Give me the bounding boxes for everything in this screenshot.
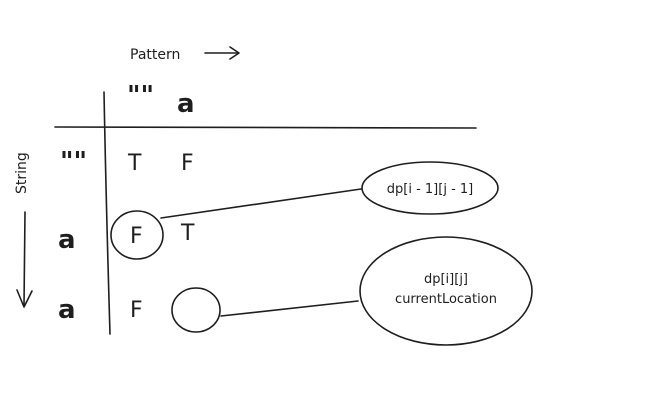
string-arrow-icon xyxy=(16,211,33,308)
column-header-empty: "" xyxy=(127,81,154,111)
current-connector-line xyxy=(220,300,359,317)
prev-connector-line xyxy=(160,188,362,219)
pattern-arrow-icon xyxy=(204,46,240,60)
current-annotation-title: dp[i][j] xyxy=(424,272,468,287)
cell-0-0: T xyxy=(127,151,142,176)
string-axis-label: String xyxy=(14,152,30,194)
pattern-axis-label: Pattern xyxy=(130,47,180,63)
cell-1-1: T xyxy=(180,221,195,246)
table-horizontal-line xyxy=(54,126,477,129)
cell-0-1: F xyxy=(181,151,194,176)
cell-2-0: F xyxy=(130,298,143,323)
current-cell-highlight xyxy=(171,287,221,333)
current-annotation-bubble xyxy=(359,236,533,346)
column-header-a: a xyxy=(177,89,195,119)
current-annotation-subtitle: currentLocation xyxy=(395,292,497,307)
row-header-a-2: a xyxy=(58,295,76,325)
row-header-empty: "" xyxy=(60,147,87,177)
cell-1-0: F xyxy=(130,224,143,249)
table-vertical-line xyxy=(103,91,111,335)
prev-annotation-bubble xyxy=(361,161,499,215)
prev-cell-highlight xyxy=(110,210,164,260)
prev-annotation-text: dp[i - 1][j - 1] xyxy=(387,182,473,197)
row-header-a-1: a xyxy=(58,225,76,255)
